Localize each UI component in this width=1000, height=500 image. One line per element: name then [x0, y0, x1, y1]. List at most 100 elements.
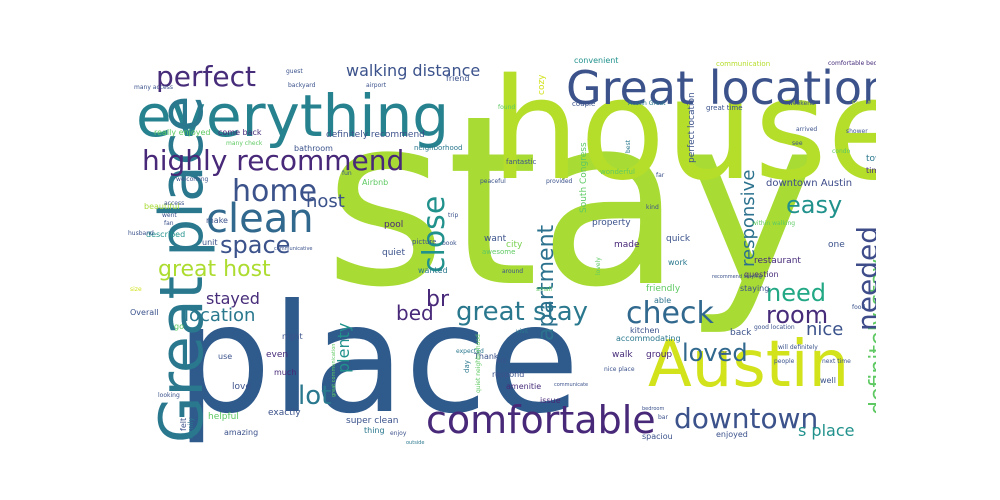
cloud-word: far — [656, 172, 665, 179]
cloud-word: come back — [218, 128, 262, 137]
cloud-word: place — [176, 273, 580, 447]
cloud-word: neighborhood — [414, 144, 463, 152]
cloud-word: pool — [384, 220, 404, 230]
cloud-word: awesome — [482, 248, 516, 256]
cloud-word: condo — [832, 148, 851, 155]
cloud-word: nice — [806, 319, 844, 340]
cloud-word: close — [417, 195, 452, 273]
cloud-word: city — [506, 240, 523, 250]
cloud-word: even — [266, 350, 289, 360]
cloud-word: plenty — [334, 322, 353, 373]
cloud-word: Austin Great — [628, 100, 666, 107]
cloud-word: went — [162, 212, 177, 219]
cloud-word: s place — [798, 421, 855, 440]
cloud-word: East Austin — [852, 100, 876, 107]
cloud-word: many check — [226, 140, 263, 147]
cloud-word: back — [730, 328, 752, 338]
cloud-word: outside — [406, 440, 425, 446]
cloud-word: restaurant — [754, 256, 801, 266]
cloud-word: car — [718, 350, 728, 357]
cloud-word: recommend staying — [712, 274, 762, 280]
cloud-word: fantastic — [506, 158, 537, 166]
cloud-word: question — [744, 270, 779, 279]
cloud-word: host — [306, 191, 345, 212]
cloud-word: responsive — [738, 169, 759, 267]
cloud-word: downtown Austin — [766, 178, 853, 189]
cloud-word: love — [232, 382, 251, 392]
cloud-word: enjoy — [390, 430, 407, 437]
cloud-word: exactly — [268, 408, 301, 418]
word-cloud: stay place house everything Great location Au… — [126, 53, 876, 447]
cloud-word: size — [130, 286, 142, 293]
cloud-word: room — [766, 301, 829, 329]
cloud-word: communicative — [274, 246, 313, 252]
cloud-word: loved — [682, 339, 748, 367]
cloud-word: convenient — [574, 56, 619, 65]
cloud-word: accommodating — [616, 334, 681, 343]
cloud-word: thing — [364, 426, 385, 435]
cloud-word: respond — [492, 370, 525, 379]
cloud-word: bar — [658, 414, 668, 421]
cloud-word: communication — [716, 60, 771, 68]
cloud-word: check — [626, 296, 714, 331]
cloud-word: beautiful — [144, 202, 180, 211]
cloud-word: good location — [754, 324, 795, 331]
cloud-word: kitchen — [630, 326, 660, 335]
cloud-word: definitely recommend — [326, 130, 425, 140]
cloud-word: described — [146, 230, 186, 239]
cloud-word: weekend — [788, 100, 815, 107]
cloud-word: food — [852, 304, 866, 311]
cloud-word: unit — [202, 238, 218, 247]
cloud-word: husband — [128, 230, 154, 237]
cloud-word: really enjoyed — [154, 128, 211, 137]
cloud-word: airport — [366, 82, 387, 89]
cloud-word: amenitie — [506, 382, 542, 391]
cloud-word: walking distance — [346, 61, 481, 80]
cloud-word: book — [442, 240, 457, 247]
cloud-word: downtown — [674, 402, 819, 435]
cloud-word: apartment — [534, 224, 559, 341]
cloud-word: staying — [740, 284, 770, 293]
cloud-word: Great location — [566, 61, 876, 115]
cloud-word: stay — [324, 66, 822, 339]
cloud-word: will definitely — [778, 344, 818, 351]
cloud-word: bathroom — [294, 144, 333, 153]
cloud-word: looking — [158, 392, 180, 399]
cloud-word: lot — [298, 381, 332, 411]
cloud-word: amazing — [224, 428, 259, 437]
cloud-word: backyard — [288, 82, 316, 89]
cloud-word: bedroom — [642, 406, 665, 412]
cloud-word: house — [491, 53, 876, 212]
cloud-word: Overall — [130, 308, 159, 317]
cloud-word: walk — [612, 350, 633, 360]
cloud-word: everything — [136, 82, 450, 150]
cloud-word: quick — [666, 234, 691, 244]
cloud-word: easy — [786, 191, 843, 219]
cloud-word: trip — [448, 212, 459, 219]
cloud-word: provided — [546, 178, 573, 185]
cloud-word: welcoming — [176, 176, 209, 183]
cloud-word: South Congress — [579, 142, 589, 213]
cloud-word: property — [592, 218, 631, 228]
cloud-word: Thank — [474, 352, 499, 361]
cloud-word: guest — [286, 68, 303, 75]
cloud-word: communicate — [554, 382, 589, 388]
cloud-word: lovely — [595, 257, 602, 275]
cloud-word: work — [668, 258, 688, 267]
cloud-word: highly recommend — [142, 144, 405, 177]
cloud-word: great host — [158, 257, 271, 282]
cloud-word: br — [426, 287, 450, 312]
cloud-word: couple — [572, 100, 596, 108]
cloud-word: wonderful — [600, 168, 635, 176]
cloud-word: Austin — [648, 328, 850, 402]
cloud-word: town — [866, 154, 876, 164]
cloud-word: perfect — [156, 60, 256, 93]
cloud-word: visit — [516, 328, 529, 335]
cloud-word: family — [187, 417, 195, 439]
cloud-word: best — [625, 140, 632, 153]
cloud-word: cozy — [537, 74, 547, 95]
cloud-word: go — [174, 322, 184, 331]
cloud-word: great communication — [331, 343, 337, 397]
cloud-word: nice place — [604, 366, 635, 373]
cloud-word: group — [646, 350, 673, 360]
